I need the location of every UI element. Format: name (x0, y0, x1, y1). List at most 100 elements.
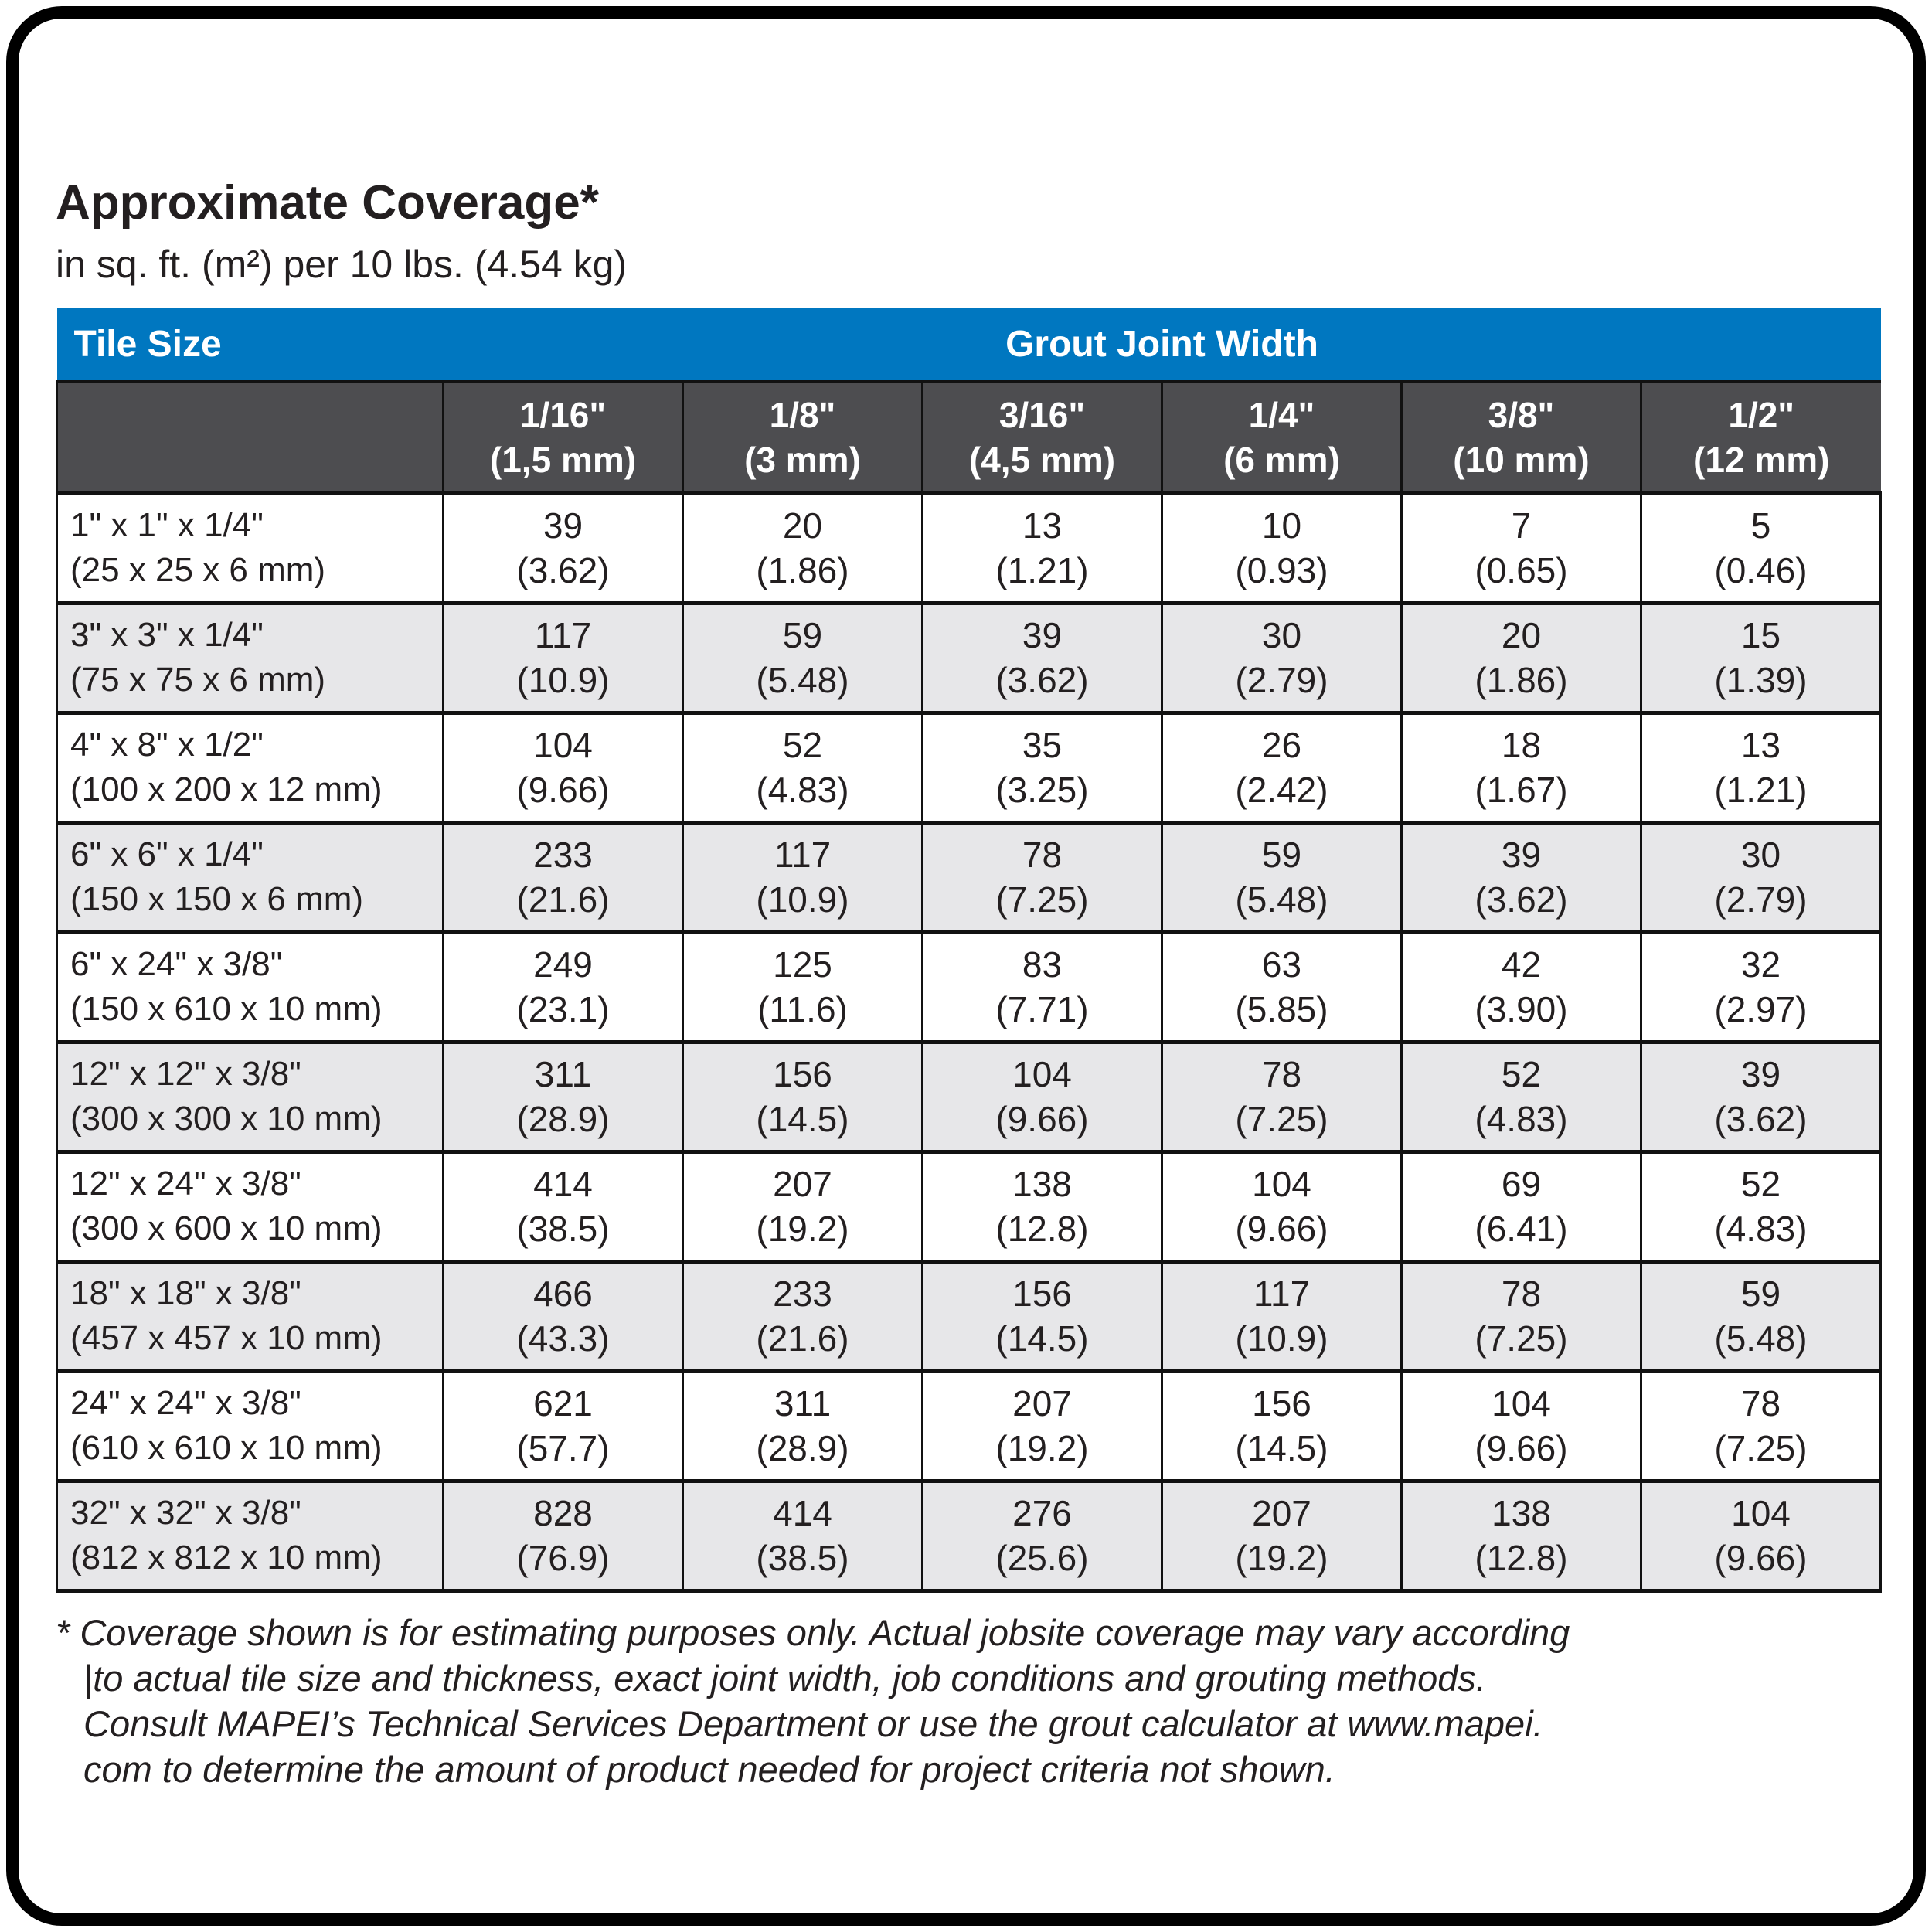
coverage-cell: 276 (25.6) (921, 1481, 1163, 1593)
tile-size-cell: 18" x 18" x 3/8" (457 x 457 x 10 mm) (56, 1261, 444, 1373)
table-row: 24" x 24" x 3/8" (610 x 610 x 10 mm) 621 (5… (56, 1371, 1882, 1483)
coverage-footnote: * Coverage shown is for estimating purpo… (56, 1610, 1879, 1792)
coverage-cell: 39 (3.62) (921, 603, 1163, 715)
coverage-cell: 5 (0.46) (1640, 493, 1882, 605)
coverage-cell: 30 (2.79) (1161, 603, 1403, 715)
table-header-band: Tile Size Grout Joint Width (56, 308, 1881, 382)
coverage-cell: 10 (0.93) (1161, 493, 1403, 605)
coverage-cell: 104 (9.66) (1400, 1371, 1642, 1483)
footnote-line: * Coverage shown is for estimating purpo… (56, 1611, 1570, 1653)
coverage-cell: 414 (38.5) (682, 1481, 923, 1593)
tile-size-cell: 32" x 32" x 3/8" (812 x 812 x 10 mm) (56, 1481, 444, 1593)
coverage-cell: 32 (2.97) (1640, 932, 1882, 1044)
coverage-cell: 39 (3.62) (1400, 822, 1642, 934)
coverage-cell: 207 (19.2) (921, 1371, 1163, 1483)
table-row: 32" x 32" x 3/8" (812 x 812 x 10 mm) 828 (7… (56, 1481, 1882, 1593)
coverage-cell: 78 (7.25) (1640, 1371, 1882, 1483)
tile-size-cell: 3" x 3" x 1/4" (75 x 75 x 6 mm) (56, 603, 444, 715)
grout-joint-width-header: Grout Joint Width (443, 308, 1881, 382)
table-row: 6" x 6" x 1/4" (150 x 150 x 6 mm) 233 (21.6… (56, 822, 1882, 934)
joint-width-column-header: 1/8" (3 mm) (682, 380, 923, 495)
coverage-cell: 59 (5.48) (682, 603, 923, 715)
coverage-cell: 117 (10.9) (1161, 1261, 1403, 1373)
coverage-sheet: Approximate Coverage* in sq. ft. (m²) pe… (56, 176, 1882, 1792)
coverage-cell: 156 (14.5) (921, 1261, 1163, 1373)
table-row: 3" x 3" x 1/4" (75 x 75 x 6 mm) 117 (10.9) 5… (56, 603, 1882, 715)
coverage-cell: 414 (38.5) (442, 1151, 684, 1264)
coverage-cell: 104 (9.66) (1640, 1481, 1882, 1593)
coverage-cell: 20 (1.86) (682, 493, 923, 605)
coverage-cell: 311 (28.9) (682, 1371, 923, 1483)
coverage-cell: 207 (19.2) (682, 1151, 923, 1264)
coverage-cell: 15 (1.39) (1640, 603, 1882, 715)
footnote-line: |to actual tile size and thickness, exac… (83, 1657, 1486, 1699)
footnote-line: Consult MAPEI’s Technical Services Depar… (83, 1702, 1543, 1744)
coverage-cell: 78 (7.25) (1400, 1261, 1642, 1373)
tile-size-header: Tile Size (56, 308, 444, 382)
tile-size-cell: 1" x 1" x 1/4" (25 x 25 x 6 mm) (56, 493, 444, 605)
coverage-cell: 83 (7.71) (921, 932, 1163, 1044)
page-subtitle: in sq. ft. (m²) per 10 lbs. (4.54 kg) (56, 243, 628, 286)
coverage-cell: 39 (3.62) (442, 493, 684, 605)
table-row: 12" x 24" x 3/8" (300 x 600 x 10 mm) 414 (3… (56, 1151, 1882, 1264)
coverage-cell: 52 (4.83) (682, 713, 923, 825)
joint-width-column-header: 1/16" (1,5 mm) (442, 380, 683, 495)
tile-size-cell: 6" x 6" x 1/4" (150 x 150 x 6 mm) (56, 822, 444, 934)
coverage-cell: 59 (5.48) (1161, 822, 1403, 934)
coverage-cell: 104 (9.66) (921, 1042, 1163, 1154)
coverage-cell: 125 (11.6) (682, 932, 923, 1044)
coverage-cell: 13 (1.21) (1640, 713, 1882, 825)
tile-size-cell: 4" x 8" x 1/2" (100 x 200 x 12 mm) (56, 713, 444, 825)
coverage-cell: 156 (14.5) (1161, 1371, 1403, 1483)
coverage-cell: 52 (4.83) (1640, 1151, 1882, 1264)
coverage-cell: 59 (5.48) (1640, 1261, 1882, 1373)
table-row: 6" x 24" x 3/8" (150 x 610 x 10 mm) 249 (23… (56, 932, 1882, 1044)
joint-width-column-header: 1/2" (12 mm) (1640, 380, 1881, 495)
tile-size-cell: 12" x 12" x 3/8" (300 x 300 x 10 mm) (56, 1042, 444, 1154)
coverage-cell: 621 (57.7) (442, 1371, 684, 1483)
coverage-cell: 20 (1.86) (1400, 603, 1642, 715)
column-header-row: 1/16" (1,5 mm) 1/8" (3 mm) 3/16" (4,5 mm) 1/4"… (56, 380, 1881, 495)
coverage-cell: 13 (1.21) (921, 493, 1163, 605)
tile-size-cell: 12" x 24" x 3/8" (300 x 600 x 10 mm) (56, 1151, 444, 1264)
tile-size-cell: 24" x 24" x 3/8" (610 x 610 x 10 mm) (56, 1371, 444, 1483)
coverage-cell: 233 (21.6) (442, 822, 684, 934)
coverage-cell: 30 (2.79) (1640, 822, 1882, 934)
coverage-cell: 78 (7.25) (921, 822, 1163, 934)
coverage-cell: 39 (3.62) (1640, 1042, 1882, 1154)
table-row: 4" x 8" x 1/2" (100 x 200 x 12 mm) 104 (9.6… (56, 713, 1882, 825)
coverage-cell: 18 (1.67) (1400, 713, 1642, 825)
coverage-cell: 63 (5.85) (1161, 932, 1403, 1044)
tile-size-cell: 6" x 24" x 3/8" (150 x 610 x 10 mm) (56, 932, 444, 1044)
coverage-cell: 26 (2.42) (1161, 713, 1403, 825)
coverage-cell: 104 (9.66) (1161, 1151, 1403, 1264)
coverage-table: Tile Size Grout Joint Width 1/16" (1,5 mm… (56, 308, 1882, 1593)
coverage-cell: 156 (14.5) (682, 1042, 923, 1154)
joint-width-column-header: 3/8" (10 mm) (1400, 380, 1641, 495)
coverage-cell: 104 (9.66) (442, 713, 684, 825)
coverage-cell: 7 (0.65) (1400, 493, 1642, 605)
table-row: 12" x 12" x 3/8" (300 x 300 x 10 mm) 311 (2… (56, 1042, 1882, 1154)
coverage-cell: 828 (76.9) (442, 1481, 684, 1593)
coverage-cell: 117 (10.9) (442, 603, 684, 715)
coverage-cell: 138 (12.8) (921, 1151, 1163, 1264)
joint-width-column-header: 3/16" (4,5 mm) (921, 380, 1162, 495)
coverage-cell: 466 (43.3) (442, 1261, 684, 1373)
coverage-cell: 311 (28.9) (442, 1042, 684, 1154)
table-row: 18" x 18" x 3/8" (457 x 457 x 10 mm) 466 (4… (56, 1261, 1882, 1373)
coverage-cell: 42 (3.90) (1400, 932, 1642, 1044)
coverage-cell: 78 (7.25) (1161, 1042, 1403, 1154)
coverage-cell: 138 (12.8) (1400, 1481, 1642, 1593)
empty-corner-cell (56, 380, 444, 495)
coverage-cell: 35 (3.25) (921, 713, 1163, 825)
joint-width-column-header: 1/4" (6 mm) (1161, 380, 1402, 495)
coverage-cell: 117 (10.9) (682, 822, 923, 934)
coverage-cell: 69 (6.41) (1400, 1151, 1642, 1264)
table-row: 1" x 1" x 1/4" (25 x 25 x 6 mm) 39 (3.62) 20… (56, 493, 1882, 605)
coverage-cell: 52 (4.83) (1400, 1042, 1642, 1154)
coverage-cell: 207 (19.2) (1161, 1481, 1403, 1593)
page-title: Approximate Coverage* (56, 176, 599, 230)
footnote-line: com to determine the amount of product n… (83, 1748, 1335, 1790)
coverage-cell: 249 (23.1) (442, 932, 684, 1044)
table-body: 1" x 1" x 1/4" (25 x 25 x 6 mm) 39 (3.62) 20… (56, 493, 1882, 1593)
